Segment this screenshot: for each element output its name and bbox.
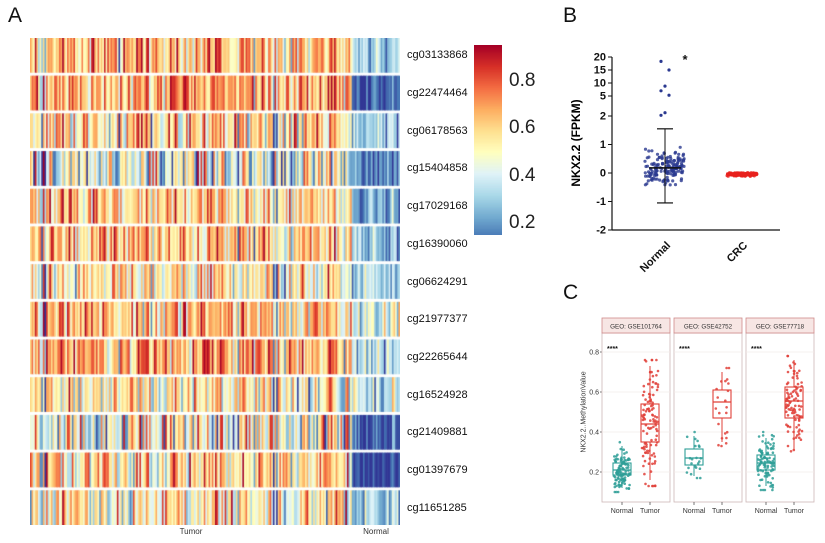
- svg-text:0.6: 0.6: [589, 390, 599, 397]
- methylation-heatmap: [30, 38, 400, 525]
- svg-text:****: ****: [751, 346, 762, 353]
- svg-text:1: 1: [600, 139, 606, 151]
- svg-text:10: 10: [594, 78, 606, 90]
- svg-text:Tumor: Tumor: [784, 508, 805, 515]
- heatmap-row-label: cg16390060: [407, 237, 468, 250]
- heatmap-row-label: cg01397679: [407, 463, 468, 476]
- heatmap-row-label: cg21409881: [407, 426, 468, 439]
- heatmap-row-label: cg03133868: [407, 49, 468, 62]
- panel-b-label: B: [563, 4, 578, 27]
- panel-a-label: A: [8, 4, 23, 27]
- colorbar-tick-label: 0.8: [509, 69, 536, 91]
- svg-text:Normal: Normal: [755, 508, 778, 515]
- svg-text:*: *: [682, 52, 688, 67]
- heatmap-row-label: cg06624291: [407, 275, 468, 288]
- svg-text:GEO: GSE101764: GEO: GSE101764: [610, 324, 662, 331]
- svg-text:0.8: 0.8: [589, 350, 599, 357]
- heatmap-row-label: cg22265644: [407, 350, 468, 363]
- svg-text:CRC: CRC: [725, 240, 750, 265]
- svg-text:0.2: 0.2: [589, 470, 599, 477]
- heatmap-row-label: cg22474464: [407, 87, 468, 100]
- svg-text:15: 15: [594, 65, 606, 77]
- panel-c-label: C: [563, 281, 579, 304]
- svg-text:****: ****: [607, 346, 618, 353]
- svg-text:GEO: GSE77718: GEO: GSE77718: [756, 324, 805, 331]
- svg-text:20: 20: [594, 52, 606, 64]
- svg-text:Normal: Normal: [611, 508, 634, 515]
- svg-text:Normal: Normal: [683, 508, 706, 515]
- heatmap-row-label: cg21977377: [407, 313, 468, 326]
- colorbar-tick-label: 0.2: [509, 212, 536, 234]
- svg-text:-2: -2: [596, 225, 606, 237]
- svg-text:Tumor: Tumor: [640, 508, 661, 515]
- svg-text:Normal: Normal: [638, 240, 673, 275]
- heatmap-row-label: cg16524928: [407, 388, 468, 401]
- heatmap-normal-group-label: Normal: [363, 527, 389, 536]
- geo-boxplot-facets: 0.2 0.4 0.6 0.8 GEO: GSE101764 Normal Tumor ***…: [589, 317, 815, 515]
- svg-text:0.4: 0.4: [589, 430, 599, 437]
- svg-text:5: 5: [600, 91, 606, 103]
- svg-text:GEO: GSE42752: GEO: GSE42752: [684, 324, 733, 331]
- colorbar: [474, 45, 502, 235]
- heatmap-row-label: cg15404858: [407, 162, 468, 175]
- svg-text:2: 2: [600, 111, 606, 123]
- heatmap-tumor-group-label: Tumor: [179, 527, 203, 536]
- heatmap-row-label: cg11651285: [407, 501, 467, 514]
- svg-text:0: 0: [600, 168, 606, 180]
- colorbar-tick-label: 0.6: [509, 117, 536, 139]
- colorbar-tick-label: 0.4: [509, 164, 536, 186]
- svg-text:****: ****: [679, 346, 690, 353]
- svg-text:-1: -1: [596, 196, 606, 208]
- heatmap-row-label: cg06178563: [407, 124, 468, 137]
- heatmap-row-label: cg17029168: [407, 200, 468, 213]
- svg-text:Tumor: Tumor: [712, 508, 733, 515]
- fpkm-y-axis-label: NKX2.2 (FPKM): [569, 99, 583, 187]
